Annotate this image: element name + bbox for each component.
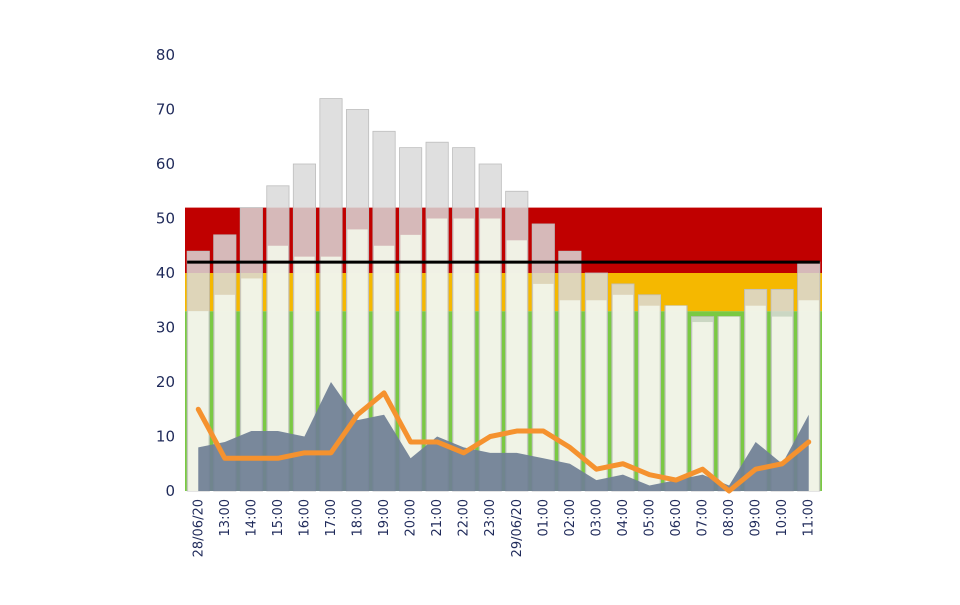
x-tick-label: 08:00 bbox=[722, 499, 737, 536]
line-point-10 bbox=[461, 450, 466, 455]
line-point-19 bbox=[700, 467, 705, 472]
bar-series-2-10 bbox=[453, 218, 474, 491]
x-tick-label: 04:00 bbox=[616, 499, 631, 536]
y-tick-label: 80 bbox=[156, 46, 175, 64]
line-point-4 bbox=[302, 450, 307, 455]
bar-series-2-13 bbox=[533, 283, 554, 491]
x-tick-label: 02:00 bbox=[563, 499, 578, 536]
line-series-path bbox=[195, 390, 812, 494]
line-point-1 bbox=[222, 456, 227, 461]
y-tick-label: 30 bbox=[156, 319, 175, 337]
band-1 bbox=[185, 273, 822, 312]
line-series bbox=[195, 390, 812, 494]
x-tick-label: 05:00 bbox=[642, 499, 657, 536]
y-tick-label: 0 bbox=[165, 482, 175, 500]
bar-series-2-21 bbox=[745, 305, 766, 491]
line-point-21 bbox=[753, 467, 758, 472]
line-point-17 bbox=[647, 472, 652, 477]
line-point-8 bbox=[408, 439, 413, 444]
line-point-20 bbox=[727, 489, 732, 493]
bar-series-2-15 bbox=[586, 300, 607, 491]
line-point-22 bbox=[780, 461, 785, 466]
x-tick-label: 07:00 bbox=[696, 499, 711, 536]
x-tick-label: 23:00 bbox=[483, 499, 498, 536]
bar-series-2-16 bbox=[612, 294, 634, 491]
x-tick-label: 03:00 bbox=[589, 499, 604, 536]
y-tick-label: 70 bbox=[156, 101, 175, 119]
x-tick-label: 13:00 bbox=[218, 499, 233, 536]
y-tick-label: 40 bbox=[156, 264, 175, 282]
bar-series-2-17 bbox=[639, 305, 660, 491]
y-tick-label: 60 bbox=[156, 155, 175, 173]
x-tick-label: 19:00 bbox=[377, 499, 392, 536]
x-tick-label: 17:00 bbox=[324, 499, 339, 536]
bar-series-2-12 bbox=[506, 240, 527, 491]
line-point-11 bbox=[488, 434, 493, 439]
x-tick-label: 06:00 bbox=[669, 499, 684, 536]
line-point-15 bbox=[594, 467, 599, 472]
x-tick-label: 29/06/20 bbox=[510, 499, 525, 557]
y-tick-label: 50 bbox=[156, 210, 175, 228]
line-point-6 bbox=[355, 412, 360, 417]
line-point-18 bbox=[674, 478, 679, 483]
line-point-14 bbox=[567, 445, 572, 450]
bar-series-2-19 bbox=[692, 322, 713, 491]
bar-series-2-3 bbox=[267, 245, 289, 491]
line-point-23 bbox=[806, 439, 811, 444]
x-tick-label: 22:00 bbox=[457, 499, 472, 536]
x-tick-label: 28/06/20 bbox=[191, 499, 206, 557]
line-point-3 bbox=[275, 456, 280, 461]
y-tick-label: 20 bbox=[156, 373, 175, 391]
x-tick-label: 20:00 bbox=[404, 499, 419, 536]
line-point-2 bbox=[249, 456, 254, 461]
bar-series-2-9 bbox=[426, 218, 448, 491]
x-tick-label: 09:00 bbox=[749, 499, 764, 536]
y-tick-label: 10 bbox=[156, 428, 175, 446]
x-tick-label: 14:00 bbox=[244, 499, 259, 536]
line-point-7 bbox=[382, 390, 387, 395]
x-tick-label: 10:00 bbox=[775, 499, 790, 536]
y-axis: 0 10 20 30 40 50 60 70 80 bbox=[156, 46, 175, 500]
line-point-9 bbox=[435, 439, 440, 444]
line-point-0 bbox=[196, 407, 201, 412]
bar-series-2-8 bbox=[400, 234, 421, 491]
x-tick-label: 18:00 bbox=[351, 499, 366, 536]
line-point-12 bbox=[514, 429, 519, 434]
line-point-13 bbox=[541, 429, 546, 434]
bar-series-2-20 bbox=[718, 316, 740, 491]
area-series bbox=[198, 382, 809, 491]
bar-series-2-0 bbox=[188, 311, 209, 491]
line-point-5 bbox=[328, 450, 333, 455]
bar-series-2-18 bbox=[665, 305, 687, 491]
area-series-path bbox=[198, 382, 809, 491]
x-tick-label: 15:00 bbox=[271, 499, 286, 536]
line-point-16 bbox=[620, 461, 625, 466]
bar-series-2-11 bbox=[480, 218, 501, 491]
x-axis: 28/06/20 13:00 14:00 15:00 16:00 17:00 18:00 19… bbox=[191, 499, 816, 557]
x-tick-label: 01:00 bbox=[536, 499, 551, 536]
bar-series-2-22 bbox=[772, 316, 793, 491]
x-tick-label: 21:00 bbox=[430, 499, 445, 536]
x-tick-label: 16:00 bbox=[297, 499, 312, 536]
x-tick-label: 11:00 bbox=[802, 499, 817, 536]
